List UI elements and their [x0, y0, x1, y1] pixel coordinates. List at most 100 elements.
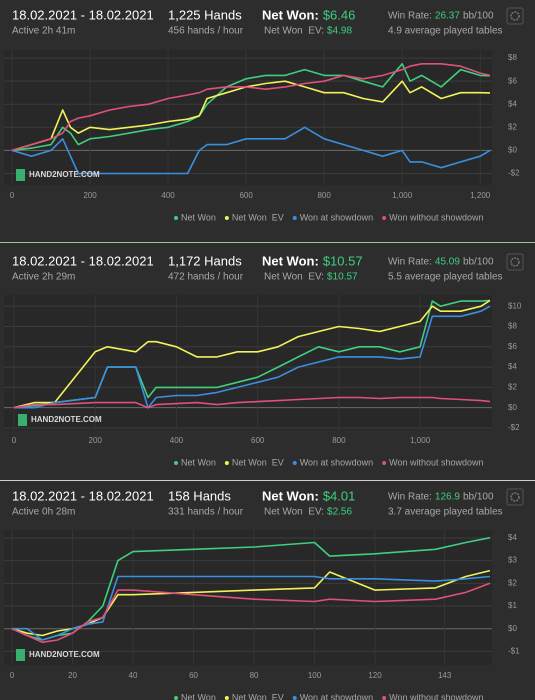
chart-panel: 18.02.2021 - 18.02.2021 Active 0h 28m 158 …: [4, 488, 524, 700]
x-tick-label: 800: [317, 191, 331, 200]
net-won-label: Net Won:: [262, 7, 319, 22]
hands-count: 1,172 Hands: [168, 253, 242, 268]
x-tick-label: 200: [89, 436, 103, 445]
legend-swatch: [224, 696, 229, 700]
y-tick-label: -$1: [508, 646, 520, 655]
series-line: [11, 569, 491, 637]
ev-label: Net Won EV:: [264, 26, 324, 37]
chart-panel: 18.02.2021 - 18.02.2021 Active 2h 41m 1,22…: [4, 7, 524, 222]
ev-value: $4.98: [327, 26, 352, 37]
legend-label: Won without showdown: [389, 692, 483, 700]
legend-label: Net Won: [181, 457, 216, 467]
plot-area: [4, 50, 492, 185]
hands-rate: 331 hands / hour: [168, 507, 244, 518]
y-tick-label: $4: [508, 533, 517, 542]
win-rate-label: Win Rate:: [388, 11, 432, 22]
win-rate-unit: bb/100: [463, 11, 494, 22]
plot-area: [4, 295, 492, 430]
tables: 5.5 average played tables: [388, 272, 503, 283]
legend-swatch: [382, 696, 387, 700]
legend-label: Net Won: [181, 212, 216, 222]
x-tick-label: 1,000: [410, 436, 431, 445]
legend-label: Won without showdown: [389, 457, 483, 467]
watermark: HAND2NOTE.COM: [29, 650, 100, 659]
legend-label: Net Won EV: [232, 692, 284, 700]
settings-button[interactable]: [506, 7, 524, 25]
legend-swatch: [174, 696, 178, 700]
series-line: [13, 396, 491, 409]
x-tick-label: 1,200: [470, 191, 491, 200]
date-range: 18.02.2021 - 18.02.2021: [12, 7, 154, 22]
y-tick-label: $10: [508, 301, 522, 310]
x-tick-label: 143: [438, 671, 452, 680]
legend-swatch: [292, 216, 297, 220]
y-tick-label: $6: [508, 76, 517, 85]
series-line: [11, 582, 491, 644]
series-line: [14, 305, 491, 409]
watermark: HAND2NOTE.COM: [31, 415, 102, 424]
legend-label: Net Won: [181, 692, 216, 700]
legend-label: Won at showdown: [300, 212, 373, 222]
x-tick-label: 0: [12, 436, 17, 445]
y-tick-label: $2: [508, 122, 517, 131]
x-tick-label: 600: [251, 436, 265, 445]
x-tick-label: 0: [10, 671, 15, 680]
legend-swatch: [174, 216, 178, 220]
legend-label: Net Won EV: [232, 212, 284, 222]
y-tick-label: $4: [508, 362, 517, 371]
y-tick-label: -$2: [508, 169, 520, 178]
y-tick-label: $2: [508, 578, 517, 587]
x-tick-label: 800: [332, 436, 346, 445]
y-tick-label: $3: [508, 556, 517, 565]
y-tick-label: -$2: [508, 423, 520, 432]
tables: 4.9 average played tables: [388, 26, 503, 37]
y-tick-label: $0: [508, 145, 517, 154]
settings-button[interactable]: [506, 253, 524, 271]
settings-icon: [510, 492, 520, 502]
settings-icon: [510, 257, 520, 267]
settings-icon: [510, 11, 520, 21]
active-time: Active 2h 41m: [12, 26, 75, 37]
watermark-logo: [16, 169, 25, 181]
settings-button[interactable]: [506, 488, 524, 506]
x-tick-label: 20: [68, 671, 77, 680]
ev-label: Net Won EV:: [264, 507, 324, 518]
y-tick-label: $8: [508, 53, 517, 62]
hands-count: 1,225 Hands: [168, 7, 242, 22]
x-tick-label: 200: [83, 191, 97, 200]
x-tick-label: 0: [10, 191, 15, 200]
net-won-label: Net Won:: [262, 488, 319, 503]
net-won-label: Net Won:: [262, 253, 319, 268]
net-won-value: $4.01: [323, 488, 356, 503]
x-tick-label: 400: [170, 436, 184, 445]
legend-swatch: [224, 461, 229, 465]
tables: 3.7 average played tables: [388, 507, 503, 518]
win-rate-unit: bb/100: [463, 492, 494, 503]
active-time: Active 0h 28m: [12, 507, 75, 518]
net-won-value: $6.46: [323, 7, 356, 22]
ev-label: Net Won EV:: [264, 272, 324, 283]
series-line: [12, 575, 491, 641]
watermark-logo: [18, 414, 27, 426]
y-tick-label: $4: [508, 99, 517, 108]
x-tick-label: 100: [308, 671, 322, 680]
series-line: [13, 299, 491, 409]
series-line: [11, 80, 491, 152]
y-tick-label: $6: [508, 342, 517, 351]
date-range: 18.02.2021 - 18.02.2021: [12, 488, 154, 503]
hands-rate: 472 hands / hour: [168, 272, 244, 283]
series-line: [11, 63, 491, 152]
win-rate-value: 45.09: [435, 257, 460, 268]
win-rate-label: Win Rate:: [388, 492, 432, 503]
x-tick-label: 600: [239, 191, 253, 200]
x-tick-label: 40: [129, 671, 138, 680]
legend-label: Net Won EV: [232, 457, 284, 467]
win-rate-unit: bb/100: [463, 257, 494, 268]
y-tick-label: $8: [508, 322, 517, 331]
net-won-value: $10.57: [323, 253, 363, 268]
win-rate-value: 26.37: [435, 11, 460, 22]
active-time: Active 2h 29m: [12, 272, 75, 283]
series-line: [11, 126, 491, 175]
y-tick-label: $0: [508, 403, 517, 412]
